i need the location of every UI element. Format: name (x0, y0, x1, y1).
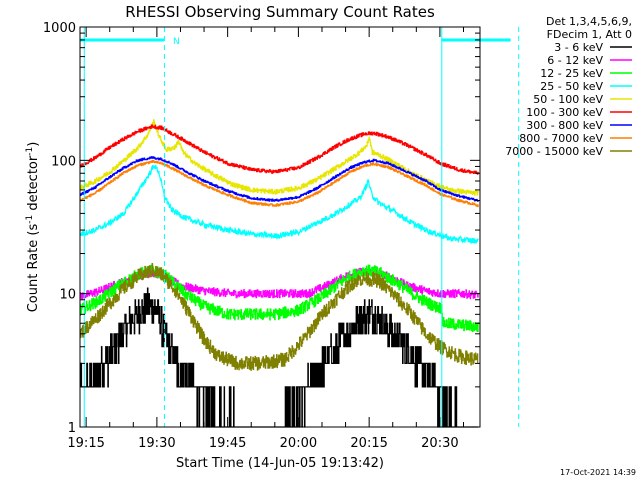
x-tick-label: 20:00 (280, 436, 317, 451)
series-25-to-50keV-kev (79, 164, 479, 245)
y-axis: 1 10 100 1000 (43, 21, 480, 436)
x-tick-label: 19:45 (209, 436, 246, 451)
legend-label-7000-to-15000keV-kev: 7000 - 15000 keV (505, 145, 603, 158)
legend-label-12-to-25keV-kev: 12 - 25 keV (540, 67, 603, 80)
legend: Det 1,3,4,5,6,9, FDecim 1, Att 0 3 - 6 k… (505, 15, 632, 158)
legend-label-6-to-12keV-kev: 6 - 12 keV (547, 54, 603, 67)
legend-label-300-to-800keV-kev: 300 - 800 keV (526, 119, 603, 132)
x-axis-label: Start Time (14-Jun-05 19:13:42) (176, 456, 384, 471)
series-100-to-300keV-kev (79, 124, 479, 175)
legend-label-800-to-7000keV-kev: 800 - 7000 keV (519, 132, 603, 145)
x-tick-label: 20:15 (350, 436, 387, 451)
x-tick-label: 20:30 (421, 436, 458, 451)
y-tick-label: 1000 (43, 21, 76, 36)
y-tick-label: 100 (51, 154, 76, 169)
legend-label-25-to-50keV-kev: 25 - 50 keV (540, 80, 603, 93)
y-label-exponent-1: -1 (25, 215, 35, 224)
legend-label-50-to-100keV-kev: 50 - 100 keV (533, 93, 603, 106)
legend-header-line-2: FDecim 1, Att 0 (547, 28, 632, 41)
y-axis-label: Count Rate (s-1 detector-1) (25, 142, 41, 313)
legend-header-line-1: Det 1,3,4,5,6,9, (546, 15, 632, 28)
plot-frame (79, 26, 481, 428)
traces (79, 119, 479, 428)
series-7000-to-15000keV-kev (79, 263, 479, 371)
x-tick-label: 19:15 (67, 436, 104, 451)
x-tick-label: 19:30 (138, 436, 175, 451)
y-label-main: Count Rate (s (26, 224, 41, 313)
chart-title: RHESSI Observing Summary Count Rates (125, 3, 435, 21)
series-800-to-7000keV-kev (79, 159, 479, 208)
y-tick-label: 1 (68, 421, 76, 436)
y-tick-label: 10 (59, 288, 76, 303)
x-axis: 19:15 19:30 19:45 20:00 20:15 20:30 (67, 27, 464, 451)
y-label-end: ) (26, 142, 41, 147)
legend-label-100-to-300keV-kev: 100 - 300 keV (526, 106, 603, 119)
attenuator-state-label: N (173, 37, 180, 47)
legend-label-3-to-6keV-kev: 3 - 6 keV (554, 41, 603, 54)
footer-timestamp: 17-Oct-2021 14:39 (560, 468, 636, 477)
series-300-to-800keV-kev (79, 156, 479, 202)
y-label-exponent-2: -1 (25, 147, 35, 156)
y-label-mid: detector (26, 155, 41, 215)
